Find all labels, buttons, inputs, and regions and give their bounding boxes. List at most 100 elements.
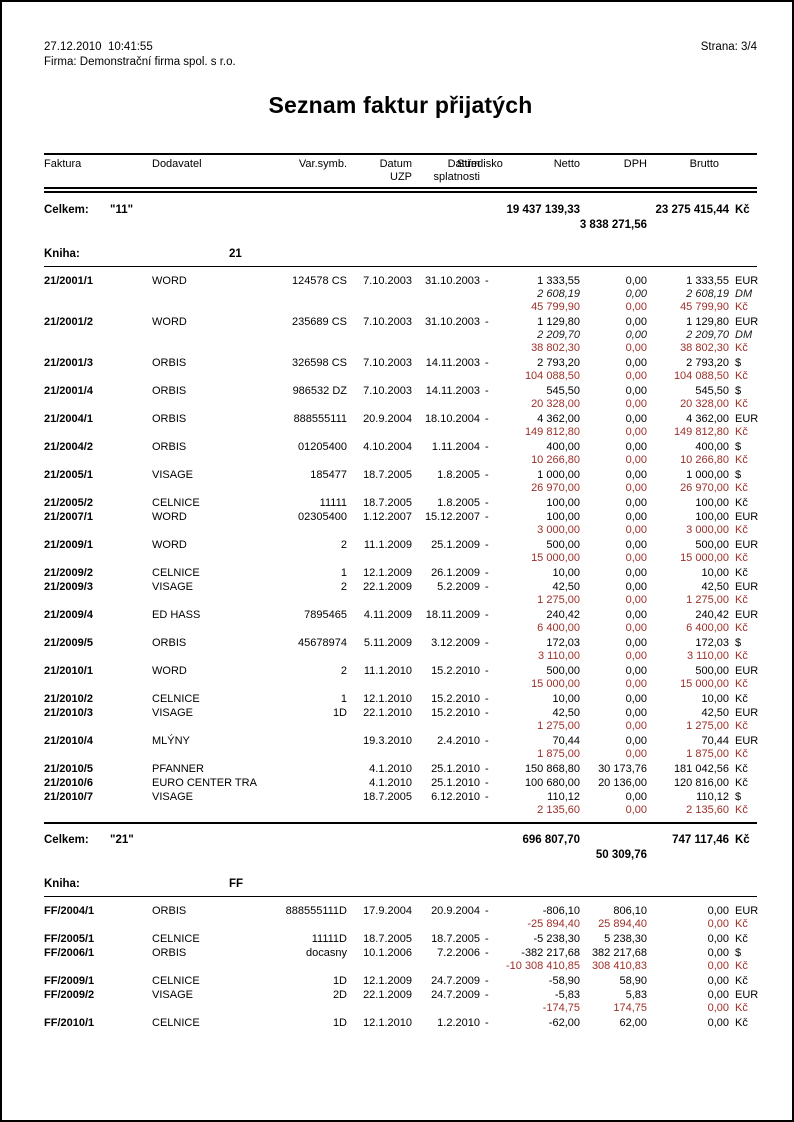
netto-value: -5 238,30 bbox=[533, 933, 580, 945]
table-top-rule bbox=[44, 153, 757, 155]
total-netto: 696 807,70 bbox=[522, 834, 580, 846]
brutto-value: 104 088,50 bbox=[673, 370, 729, 382]
dph-value: 0,00 bbox=[625, 804, 647, 816]
stredisko-dash: - bbox=[485, 497, 489, 509]
variable-symbol: 1 bbox=[340, 693, 347, 705]
stredisko-dash: - bbox=[485, 905, 489, 917]
date-due: 25.1.2009 bbox=[431, 539, 480, 551]
dph-value: 58,90 bbox=[619, 975, 647, 987]
date-uzp: 11.1.2010 bbox=[363, 665, 412, 677]
netto-value: 150 868,80 bbox=[524, 763, 580, 775]
dph-value: 0,00 bbox=[625, 524, 647, 536]
dph-value: 0,00 bbox=[625, 385, 647, 397]
dph-value: 0,00 bbox=[625, 637, 647, 649]
date-uzp: 12.1.2009 bbox=[363, 567, 412, 579]
dph-value: 0,00 bbox=[625, 707, 647, 719]
brutto-value: 545,50 bbox=[695, 385, 729, 397]
brutto-value: 3 110,00 bbox=[686, 650, 729, 662]
date-uzp: 12.1.2010 bbox=[363, 693, 412, 705]
currency-label: Kč bbox=[735, 594, 748, 606]
variable-symbol: 7895465 bbox=[304, 609, 347, 621]
book-FF-rule bbox=[44, 896, 757, 897]
stredisko-dash: - bbox=[485, 989, 489, 1001]
currency-label: $ bbox=[735, 947, 742, 959]
date-due: 24.7.2009 bbox=[431, 975, 480, 987]
date-due: 25.1.2010 bbox=[431, 777, 480, 789]
supplier-name: ORBIS bbox=[152, 413, 187, 425]
netto-value: -382 217,68 bbox=[521, 947, 580, 959]
brutto-value: 2 608,19 bbox=[686, 288, 729, 300]
invoice-row: 21/2010/4 MLÝNY 19.3.2010 2.4.2010- 70,44 0,0… bbox=[44, 735, 758, 761]
brutto-value: 26 970,00 bbox=[680, 482, 729, 494]
supplier-name: WORD bbox=[152, 539, 187, 551]
dph-value: 0,00 bbox=[625, 342, 647, 354]
netto-value: 2 608,19 bbox=[537, 288, 580, 300]
netto-value: 400,00 bbox=[546, 441, 580, 453]
date-due: 1.8.2005 bbox=[437, 469, 480, 481]
date-uzp: 18.7.2005 bbox=[363, 497, 412, 509]
supplier-name: WORD bbox=[152, 316, 187, 328]
book-name: 21 bbox=[229, 248, 242, 260]
date-uzp: 1.12.2007 bbox=[363, 511, 412, 523]
supplier-name: CELNICE bbox=[152, 1017, 200, 1029]
invoice-number: 21/2001/4 bbox=[44, 385, 93, 397]
stredisko-dash: - bbox=[485, 385, 489, 397]
currency-label: Kč bbox=[735, 693, 748, 705]
invoice-row: 21/2010/1 WORD 2 11.1.2010 15.2.2010- 500,00 0… bbox=[44, 665, 758, 691]
date-uzp: 4.10.2004 bbox=[363, 441, 412, 453]
brutto-value: 172,03 bbox=[695, 637, 729, 649]
brutto-value: 0,00 bbox=[707, 947, 729, 959]
netto-value: -10 308 410,85 bbox=[505, 960, 580, 972]
supplier-name: ORBIS bbox=[152, 357, 187, 369]
brutto-value: 0,00 bbox=[707, 933, 729, 945]
supplier-name: ORBIS bbox=[152, 385, 187, 397]
currency-label: Kč bbox=[735, 933, 748, 945]
currency-label: $ bbox=[735, 791, 742, 803]
netto-value: 10,00 bbox=[552, 693, 580, 705]
date-due: 1.11.2004 bbox=[431, 441, 480, 453]
invoice-number: 21/2009/3 bbox=[44, 581, 93, 593]
date-uzp: 22.1.2009 bbox=[363, 989, 412, 1001]
date-due: 24.7.2009 bbox=[431, 989, 480, 1001]
invoice-number: 21/2009/2 bbox=[44, 567, 93, 579]
dph-value: 0,00 bbox=[625, 301, 647, 313]
invoice-row: FF/2006/1 ORBIS docasny 10.1.2006 7.2.2006- -… bbox=[44, 947, 757, 973]
netto-value: 240,42 bbox=[546, 609, 580, 621]
stredisko-dash: - bbox=[485, 707, 489, 719]
variable-symbol: 2 bbox=[340, 581, 347, 593]
supplier-name: CELNICE bbox=[152, 567, 200, 579]
date-due: 15.12.2007 bbox=[424, 511, 480, 523]
currency-label: Kč bbox=[735, 975, 748, 987]
supplier-name: ED HASS bbox=[152, 609, 201, 621]
invoice-number: FF/2006/1 bbox=[44, 947, 95, 959]
brutto-value: 0,00 bbox=[707, 918, 729, 930]
variable-symbol: docasny bbox=[306, 947, 347, 959]
netto-value: 3 110,00 bbox=[537, 650, 580, 662]
netto-value: 38 802,30 bbox=[531, 342, 580, 354]
brutto-value: 1 275,00 bbox=[686, 720, 729, 732]
stredisko-dash: - bbox=[485, 975, 489, 987]
currency-label: Kč bbox=[735, 426, 748, 438]
currency-label: Kč bbox=[735, 804, 748, 816]
table-header: Faktura Dodavatel Var.symb. Datum Datum … bbox=[44, 155, 757, 187]
date-uzp: 20.9.2004 bbox=[363, 413, 412, 425]
stredisko-dash: - bbox=[485, 791, 489, 803]
brutto-value: 100,00 bbox=[695, 511, 729, 523]
brutto-value: 6 400,00 bbox=[686, 622, 729, 634]
currency-label: Kč bbox=[735, 524, 748, 536]
header-dph: DPH bbox=[623, 158, 647, 170]
invoice-row: 21/2010/7 VISAGE 18.7.2005 6.12.2010- 110,12… bbox=[44, 791, 757, 817]
netto-value: 10,00 bbox=[552, 567, 580, 579]
currency-label: Kč bbox=[735, 342, 748, 354]
dph-value: 0,00 bbox=[625, 693, 647, 705]
variable-symbol: 01205400 bbox=[298, 441, 347, 453]
netto-value: 45 799,90 bbox=[531, 301, 580, 313]
book-21-rule bbox=[44, 266, 757, 267]
currency-label: EUR bbox=[735, 989, 759, 1001]
date-due: 7.2.2006 bbox=[437, 947, 480, 959]
dph-value: 0,00 bbox=[625, 426, 647, 438]
company-name: Firma: Demonstrační firma spol. s r.o. bbox=[44, 56, 236, 68]
netto-value: 1 875,00 bbox=[537, 748, 580, 760]
stredisko-dash: - bbox=[485, 763, 489, 775]
